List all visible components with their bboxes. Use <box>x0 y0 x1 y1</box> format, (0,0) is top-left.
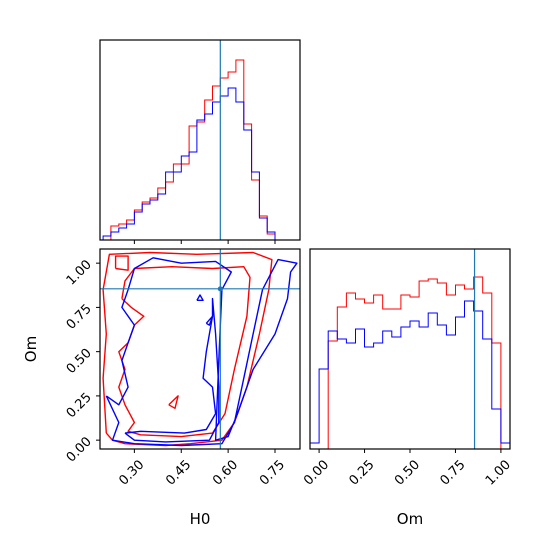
om-tick-label: 0.25 <box>64 390 95 421</box>
om-hist-axis-label: Om <box>397 510 423 528</box>
om-tick-label: 0.00 <box>64 434 95 465</box>
truth-point <box>217 286 223 292</box>
contour-line-red <box>102 251 273 447</box>
contour-group <box>100 249 300 449</box>
h0-tick-label: 0.75 <box>257 457 288 488</box>
contour-line-red <box>114 255 129 271</box>
contour-frame <box>99 248 301 450</box>
om-tick-label: 0.75 <box>64 302 95 333</box>
om-hist-tick-label: 0.75 <box>437 457 468 488</box>
om-hist-tick-label: 0.25 <box>347 457 378 488</box>
om-histogram-red <box>310 276 510 449</box>
h0-histogram-group <box>102 40 291 240</box>
h0-axis-label: H0 <box>190 510 211 528</box>
h0-histogram-blue <box>102 87 291 240</box>
contour-line-blue <box>196 294 204 301</box>
om-hist-tick-label: 0.00 <box>301 457 332 488</box>
om-histogram-blue <box>310 300 510 449</box>
h0-tick-label: 0.45 <box>163 457 194 488</box>
h0-histogram-frame <box>99 39 301 241</box>
om-tick-label: 0.50 <box>64 346 95 377</box>
om-histogram-frame <box>309 248 511 450</box>
contour-line-blue <box>205 315 214 326</box>
om-tick-label: 1.00 <box>64 257 95 288</box>
om-axis-label: Om <box>22 336 40 362</box>
h0-tick-label: 0.60 <box>210 457 241 488</box>
h0-tick-label: 0.30 <box>116 457 147 488</box>
om-histogram-group <box>310 249 510 449</box>
contour-line-red <box>118 266 251 438</box>
om-hist-tick-label: 0.50 <box>392 457 423 488</box>
contour-line-red <box>168 395 179 409</box>
om-hist-tick-label: 1.00 <box>483 457 514 488</box>
contour-line-blue <box>105 257 298 447</box>
